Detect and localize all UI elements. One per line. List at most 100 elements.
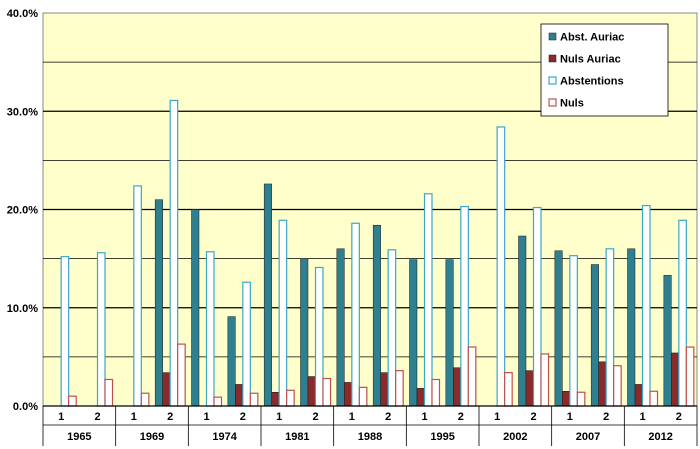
- group-label: 2012: [648, 431, 672, 443]
- abst-auriac-bar: [554, 250, 563, 407]
- x-tick-label: 1: [494, 411, 500, 423]
- group-label: 1969: [140, 431, 164, 443]
- legend-swatch: [548, 32, 557, 41]
- x-tick-label: 1: [567, 411, 573, 423]
- abstentions-bar: [387, 249, 397, 407]
- abstentions-bar: [242, 281, 251, 407]
- x-tick-label: 1: [131, 411, 137, 423]
- legend-swatch: [548, 98, 557, 107]
- x-tick-label: 2: [385, 411, 391, 423]
- group-label: 1965: [67, 431, 91, 443]
- legend-label: Nuls Auriac: [560, 54, 621, 66]
- group-label: 2002: [503, 431, 527, 443]
- legend: Abst. Auriac Nuls Auriac Abstentions Nuls: [540, 23, 669, 117]
- abst-auriac-bar: [263, 183, 272, 407]
- nuls-auriac-bar: [634, 384, 643, 407]
- y-axis-ticks: 0.0% 10.0% 20.0% 30.0% 40.0%: [7, 8, 38, 413]
- x-tick-label: 2: [167, 411, 173, 423]
- x-tick-label: 1: [58, 411, 64, 423]
- group-label: 2007: [576, 431, 600, 443]
- abst-auriac-bar: [409, 259, 418, 407]
- y-tick-label: 30.0%: [7, 106, 38, 118]
- abst-auriac-bar: [445, 259, 454, 407]
- abstentions-bar: [678, 219, 687, 407]
- group-label: 1974: [212, 431, 237, 443]
- x-tick-label: 2: [94, 411, 100, 423]
- nuls-auriac-bar: [235, 384, 244, 407]
- abstentions-bar: [569, 255, 578, 407]
- nuls-auriac-bar: [671, 352, 680, 407]
- y-tick-label: 10.0%: [7, 303, 38, 315]
- x-tick-label: 1: [203, 411, 209, 423]
- abstentions-bar: [351, 222, 360, 407]
- abstentions-bar: [460, 205, 469, 407]
- nuls-bar: [649, 390, 659, 407]
- nuls-bar: [177, 343, 186, 407]
- legend-label: Nuls: [560, 98, 584, 110]
- x-tick-label: 1: [276, 411, 282, 423]
- abst-auriac-bar: [154, 199, 163, 407]
- nuls-auriac-bar: [162, 372, 171, 407]
- x-tick-label: 1: [639, 411, 645, 423]
- nuls-auriac-bar: [271, 391, 280, 407]
- nuls-auriac-bar: [453, 367, 462, 407]
- x-tick-label: 2: [312, 411, 318, 423]
- abst-auriac-bar: [300, 258, 309, 407]
- abst-auriac-bar: [191, 209, 200, 407]
- y-tick-label: 40.0%: [7, 8, 38, 20]
- nuls-auriac-bar: [525, 370, 534, 407]
- legend-swatch: [548, 76, 557, 85]
- nuls-bar: [322, 377, 332, 407]
- group-label: 1981: [285, 431, 309, 443]
- abst-auriac-bar: [372, 224, 381, 407]
- nuls-bar: [358, 386, 368, 407]
- abstentions-bar: [96, 252, 106, 407]
- nuls-auriac-bar: [380, 372, 389, 407]
- x-tick-label: 2: [458, 411, 464, 423]
- abstentions-bar: [60, 256, 70, 407]
- abstentions-bar: [278, 219, 288, 407]
- abstentions-bar: [605, 248, 615, 407]
- nuls-auriac-bar: [416, 388, 425, 407]
- group-label: 1995: [430, 431, 454, 443]
- nuls-bar: [249, 392, 259, 407]
- nuls-bar: [431, 378, 441, 407]
- nuls-auriac-bar: [562, 391, 571, 407]
- nuls-auriac-bar: [598, 361, 607, 407]
- x-tick-label: 2: [676, 411, 682, 423]
- legend-label: Abst. Auriac: [560, 32, 624, 44]
- nuls-bar: [540, 353, 550, 407]
- x-tick-label: 2: [603, 411, 609, 423]
- nuls-bar: [576, 391, 586, 407]
- nuls-bar: [395, 370, 404, 407]
- abstentions-bar: [423, 193, 433, 407]
- abstentions-bar: [496, 126, 506, 407]
- abstentions-bar: [314, 266, 324, 407]
- y-tick-label: 20.0%: [7, 205, 38, 217]
- x-tick-label: 2: [240, 411, 246, 423]
- nuls-bar: [104, 378, 114, 407]
- x-tick-label: 2: [530, 411, 536, 423]
- nuls-bar: [685, 346, 695, 407]
- nuls-auriac-bar: [307, 376, 316, 407]
- abst-auriac-bar: [590, 264, 599, 407]
- legend-box: [540, 23, 669, 117]
- nuls-bar: [140, 392, 150, 407]
- abstentions-bar: [205, 251, 215, 407]
- abstentions-bar: [169, 99, 179, 407]
- x-tick-label: 1: [349, 411, 355, 423]
- legend-swatch: [548, 54, 557, 63]
- nuls-bar: [68, 395, 77, 407]
- abst-auriac-bar: [663, 275, 672, 407]
- abstentions-bar: [641, 204, 651, 407]
- legend-label: Abstentions: [560, 76, 624, 88]
- abstentions-bar: [133, 185, 142, 407]
- group-label: 1988: [358, 431, 382, 443]
- abstentions-bar: [532, 206, 542, 407]
- nuls-bar: [286, 389, 295, 407]
- abst-auriac-bar: [518, 235, 527, 407]
- nuls-bar: [467, 346, 477, 407]
- y-tick-label: 0.0%: [13, 401, 38, 413]
- nuls-bar: [504, 371, 513, 407]
